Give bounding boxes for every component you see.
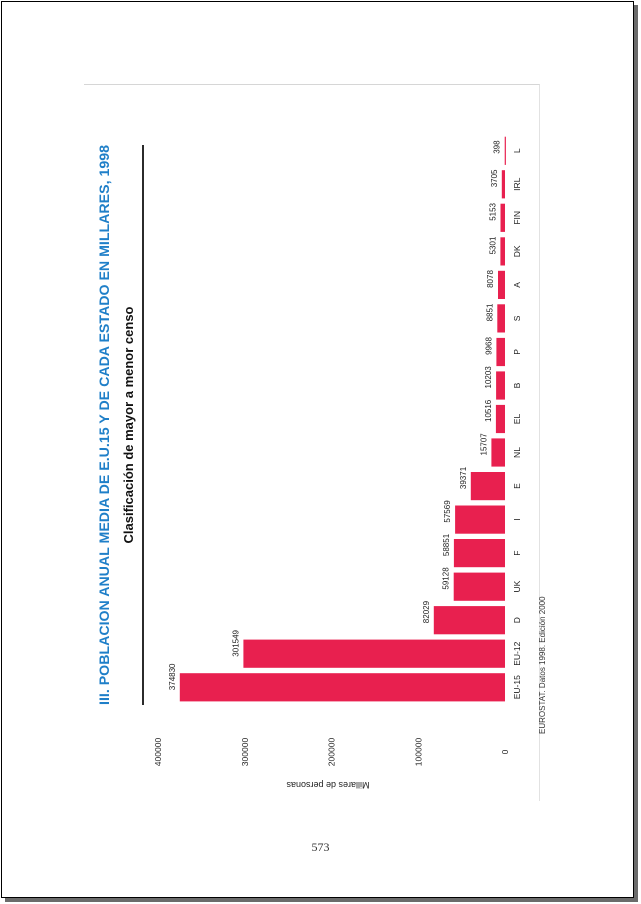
chart-title: III. POBLACION ANUAL MEDIA DE E.U.15 Y D…	[97, 144, 112, 705]
category-label: A	[512, 282, 522, 288]
tick-label: 300000	[240, 738, 250, 767]
bar-value-label: 10203	[484, 366, 493, 389]
category-label: EL	[512, 414, 522, 425]
bar-e	[470, 472, 505, 501]
tick-label: 200000	[327, 738, 337, 767]
bar-eu-12	[243, 639, 505, 668]
bar-value-label: 398	[493, 140, 502, 154]
category-label: EU-15	[512, 675, 522, 699]
bar-eu-15	[179, 673, 506, 702]
category-label: D	[512, 617, 522, 623]
bar-d	[433, 606, 505, 635]
bar-value-label: 301549	[231, 629, 240, 656]
bar-p	[496, 337, 505, 367]
bar-b	[496, 371, 505, 400]
title-block: III. POBLACION ANUAL MEDIA DE E.U.15 Y D…	[97, 144, 144, 705]
value-axis: Millares de personas	[286, 780, 370, 790]
category-label: DK	[512, 245, 522, 257]
category-label: EU-12	[512, 641, 522, 665]
category-label: S	[512, 315, 522, 321]
tick-label: 0	[500, 749, 510, 754]
bar-value-label: 58851	[442, 533, 451, 556]
bar-f	[453, 539, 505, 568]
tick-label: 400000	[153, 738, 163, 767]
bar-value-label: 59128	[442, 567, 451, 590]
page-number: 573	[311, 840, 330, 854]
bar-value-label: 374830	[168, 663, 177, 690]
bars-group	[179, 136, 506, 702]
category-label: F	[512, 550, 522, 555]
bar-el	[495, 404, 505, 434]
bar-s	[497, 304, 505, 333]
bar-nl	[491, 438, 505, 467]
bar-value-label: 5153	[489, 202, 498, 220]
bar-i	[455, 505, 505, 534]
bar-value-label: 3705	[490, 169, 499, 187]
bar-uk	[453, 572, 505, 601]
bar-l	[504, 136, 506, 165]
chart-subtitle: Clasificación de mayor a menor censo	[121, 306, 136, 543]
category-label: FIN	[512, 211, 522, 225]
source-note: EUROSTAT. Datos 1998. Edición 2000	[538, 596, 547, 734]
bar-value-label: 57569	[443, 500, 452, 523]
y-axis-label: Millares de personas	[286, 780, 370, 790]
category-label: IRL	[512, 177, 522, 191]
bar-value-label: 5301	[488, 236, 497, 254]
category-label: P	[512, 349, 522, 355]
bar-value-label: 15707	[479, 433, 488, 456]
bar-value-label: 8851	[485, 303, 494, 321]
bar-value-label: 10516	[484, 399, 493, 422]
category-label: B	[512, 382, 522, 388]
category-label: I	[512, 518, 522, 520]
bar-fin	[500, 203, 505, 232]
category-label: NL	[512, 447, 522, 458]
category-label: E	[512, 483, 522, 489]
category-labels: EU-15 EU-12 D UK F I E NL EL B P S A DK FIN IRL L	[512, 148, 522, 699]
bar-value-label: 8078	[486, 270, 495, 288]
bar-value-label: 82029	[422, 600, 431, 623]
tick-labels: 0 100000 200000 300000 400000	[153, 738, 510, 767]
category-label: UK	[512, 580, 522, 592]
tick-label: 100000	[413, 738, 423, 767]
bar-irl	[501, 170, 505, 199]
category-label: L	[512, 148, 522, 153]
bar-value-label: 9968	[484, 337, 493, 355]
bar-value-label: 39371	[459, 466, 468, 489]
bar-dk	[500, 237, 505, 266]
bar-value-labels: 374830 301549 82029 59128 58851 57569 39371 157…	[168, 140, 502, 690]
bar-a	[498, 270, 505, 299]
